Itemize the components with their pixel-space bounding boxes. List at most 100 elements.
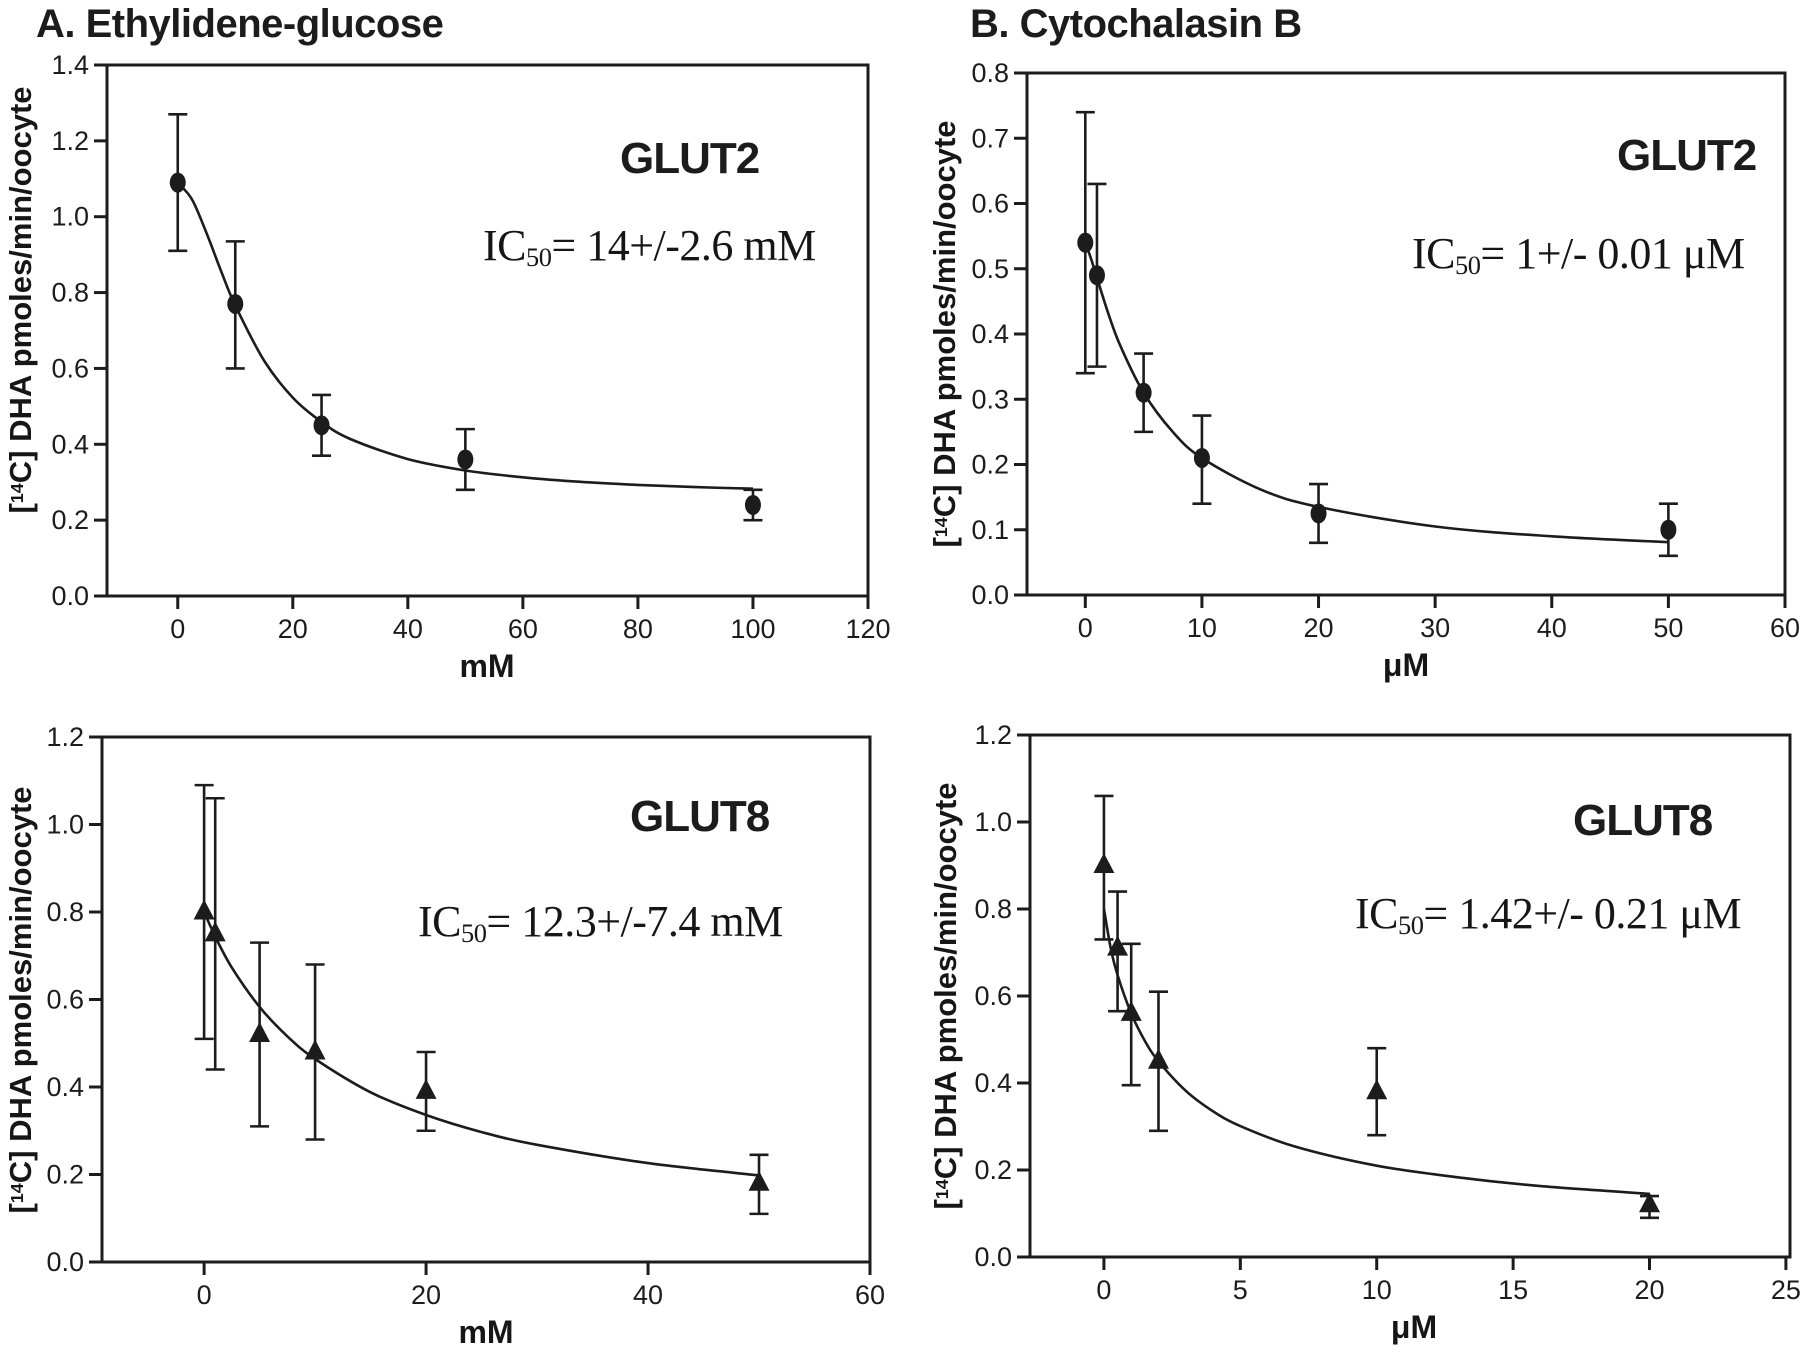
y-tick-label-C: 0.4	[46, 1072, 84, 1102]
x-tick-label-C: 40	[633, 1280, 663, 1310]
ic50-value-C: = 12.3+/-7.4 mM	[486, 897, 783, 946]
y-tick-label-C: 0.6	[46, 985, 84, 1015]
y-axis-label-text-B: C] DHA pmoles/min/oocyte	[927, 120, 962, 518]
panel-C: 0 20 40 60 0.0 0.2 0.4 0.6 0.8 1.0 1.2	[46, 722, 885, 1310]
y-tick-label-D: 0.4	[974, 1068, 1012, 1098]
y-tick-label-B: 0.4	[971, 319, 1009, 349]
x-tick-label-C: 20	[411, 1280, 441, 1310]
y-tick-label-B: 0.2	[971, 450, 1009, 480]
x-tick-label-A: 100	[730, 614, 775, 644]
plot-frame-A	[105, 63, 870, 598]
x-tick-label-B: 40	[1537, 613, 1567, 643]
transporter-label-B: GLUT2	[1617, 131, 1757, 180]
panel-a-title: A. Ethylidene-glucose	[36, 2, 444, 46]
y-axis-label-bracket-B: [	[927, 537, 962, 548]
y-tick-label-A: 0.0	[51, 581, 89, 611]
y-axis-label-bracket-A: [	[3, 503, 38, 514]
y-tick-label-A: 1.0	[51, 202, 89, 232]
ic50-value-D: = 1.42+/- 0.21 μM	[1423, 889, 1742, 938]
x-tick-label-B: 0	[1078, 613, 1093, 643]
x-tick-label-C: 0	[197, 1280, 212, 1310]
x-axis-unit-label-A: mM	[459, 648, 515, 684]
x-tick-label-B: 50	[1653, 613, 1683, 643]
x-tick-label-D: 15	[1498, 1275, 1528, 1305]
data-point-B	[1088, 265, 1105, 286]
y-axis-label-isotope-C: 14	[7, 1183, 28, 1204]
y-axis-label-isotope-D: 14	[932, 1179, 953, 1200]
x-tick-label-D: 5	[1233, 1275, 1248, 1305]
fit-curve-D	[1102, 908, 1650, 1196]
y-axis-label-C: [14C] DHA pmoles/min/oocyte	[3, 620, 51, 1358]
ic50-annotation-A: IC50= 14+/-2.6 mM	[483, 220, 816, 272]
x-axis-unit-label-D: μM	[1390, 1309, 1438, 1345]
x-tick-label-D: 0	[1096, 1275, 1111, 1305]
data-point-D	[1093, 853, 1115, 873]
panel-D: 0 5 10 15 20 25 0.0 0.2 0.4 0.6 0.8 1.0 1.2	[974, 720, 1800, 1305]
y-tick-label-C: 0.0	[46, 1247, 84, 1277]
y-tick-label-C: 1.0	[46, 810, 84, 840]
y-tick-label-A: 0.8	[51, 278, 89, 308]
transporter-label-A: GLUT2	[620, 134, 760, 183]
panel-B: 0 10 20 30 40 50 60 0.0 0.1 0.2 0.3 0.4 0.5 0.6 0.7 0.8	[971, 58, 1800, 643]
y-tick-label-A: 1.2	[51, 126, 89, 156]
y-tick-label-B: 0.7	[971, 123, 1009, 153]
data-point-A	[169, 172, 186, 193]
x-tick-label-B: 60	[1770, 613, 1800, 643]
data-point-C	[748, 1170, 770, 1191]
y-tick-label-A: 1.4	[51, 50, 89, 80]
data-point-A	[457, 449, 474, 470]
data-point-B	[1310, 503, 1327, 524]
data-point-D	[1639, 1192, 1661, 1213]
y-tick-label-A: 0.2	[51, 505, 89, 535]
y-axis-label-text-A: C] DHA pmoles/min/oocyte	[3, 86, 38, 484]
x-tick-label-B: 20	[1304, 613, 1334, 643]
transporter-label-C: GLUT8	[630, 792, 770, 841]
x-tick-label-B: 10	[1187, 613, 1217, 643]
y-tick-label-D: 0.8	[974, 894, 1012, 924]
data-point-C	[415, 1078, 437, 1099]
ic50-annotation-B: IC50= 1+/- 0.01 μM	[1412, 228, 1745, 280]
ic50-value-A: = 14+/-2.6 mM	[551, 221, 816, 270]
y-tick-label-C: 0.8	[46, 897, 84, 927]
x-tick-label-A: 20	[278, 614, 308, 644]
data-point-C	[193, 899, 215, 920]
ic50-annotation-C: IC50= 12.3+/-7.4 mM	[418, 896, 783, 948]
data-point-B	[1193, 447, 1210, 468]
fit-curve-B	[1084, 242, 1669, 544]
y-axis-label-B: [14C] DHA pmoles/min/oocyte	[927, 0, 975, 714]
y-tick-label-B: 0.3	[971, 384, 1009, 414]
fit-curve-C	[202, 911, 760, 1177]
ic50-prefix-C: IC	[418, 897, 462, 946]
data-point-C	[304, 1039, 326, 1060]
y-tick-label-B: 0.8	[971, 58, 1009, 88]
ic50-prefix-B: IC	[1412, 229, 1456, 278]
x-tick-label-D: 20	[1634, 1275, 1664, 1305]
y-tick-label-D: 0.0	[974, 1242, 1012, 1272]
y-tick-label-D: 1.2	[974, 720, 1012, 750]
data-point-D	[1147, 1048, 1169, 1069]
y-tick-label-B: 0.1	[971, 515, 1009, 545]
data-point-D	[1107, 935, 1129, 956]
x-tick-label-A: 80	[623, 614, 653, 644]
ic50-subscript-B: 50	[1455, 249, 1481, 280]
y-axis-label-A: [14C] DHA pmoles/min/oocyte	[3, 0, 51, 680]
x-tick-label-D: 25	[1771, 1275, 1800, 1305]
y-tick-label-B: 0.0	[971, 580, 1009, 610]
data-point-B	[1660, 519, 1677, 540]
x-tick-label-A: 60	[508, 614, 538, 644]
x-tick-label-B: 30	[1420, 613, 1450, 643]
data-point-A	[313, 415, 330, 436]
transporter-label-D: GLUT8	[1573, 796, 1713, 845]
y-tick-label-A: 0.4	[51, 429, 89, 459]
x-tick-label-A: 120	[845, 614, 890, 644]
y-axis-label-D: [14C] DHA pmoles/min/oocyte	[928, 616, 976, 1358]
y-tick-label-B: 0.5	[971, 254, 1009, 284]
panel-A: 0 20 40 60 80 100 120 0.0 0.2 0.4 0.6 0.8 1.0 1.2 1.4	[51, 50, 890, 644]
data-point-B	[1077, 232, 1094, 253]
ic50-subscript-C: 50	[461, 917, 487, 948]
y-axis-label-bracket-C: [	[3, 1203, 38, 1214]
x-axis-unit-label-B: μM	[1382, 647, 1430, 683]
data-point-D	[1120, 1000, 1142, 1021]
ic50-prefix-A: IC	[483, 221, 527, 270]
